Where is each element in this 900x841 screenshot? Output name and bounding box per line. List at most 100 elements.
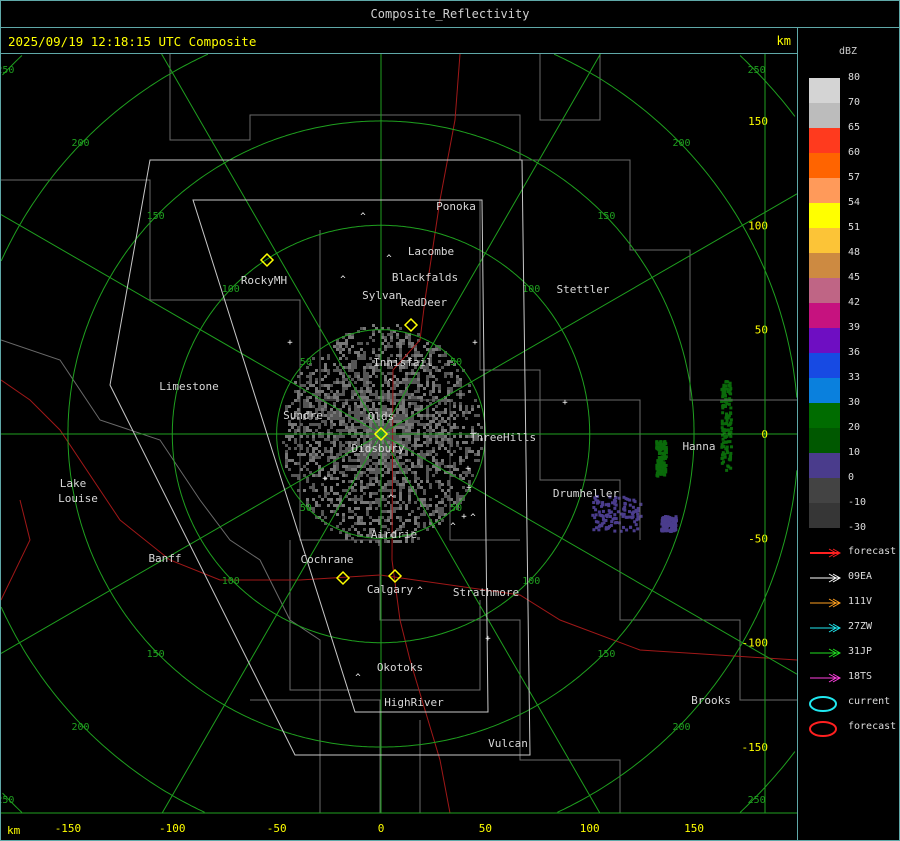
legend-track-label: 27ZW [848,621,873,632]
legend-label: 39 [848,322,861,333]
legend-track-label: forecast [848,721,897,732]
legend-track-arrow: 31JP [809,645,899,661]
station-marker: + [465,464,471,474]
ring-label: 200 [71,722,89,733]
ring-label: 100 [222,284,240,295]
azimuth-spoke [1,193,797,654]
town-label: Olds [368,410,395,423]
legend-swatch [809,353,840,378]
track-marker: ^ [450,522,456,532]
town-label: Lacombe [408,245,454,258]
x-tick-label: -100 [159,822,186,835]
town-label: Calgary [367,583,414,596]
legend-swatch [809,303,840,328]
track-marker: ^ [360,212,366,222]
legend-swatch [809,178,840,203]
legend-swatch [809,478,840,503]
range-ring [2,55,796,813]
y-tick-label: -50 [748,532,768,545]
town-label: Sylvan [362,289,402,302]
site-marker[interactable] [387,568,403,584]
legend-label: 51 [848,222,861,233]
legend-track-label: 18TS [848,671,873,682]
legend-label: 48 [848,247,861,258]
track-marker: ^ [417,586,423,596]
legend-swatch [809,228,840,253]
legend-label: 30 [848,397,861,408]
info-bar: 2025/09/19 12:18:15 UTC Composite km [0,27,798,54]
town-label: Didsbury [352,442,405,455]
town-label: Limestone [159,380,219,393]
ring-label: 200 [672,138,690,149]
site-marker[interactable] [403,317,419,333]
ring-label: 150 [597,649,615,660]
ring-label: 50 [300,357,312,368]
town-label: Louise [58,492,98,505]
ring-label: 200 [672,722,690,733]
legend-swatch [809,453,840,478]
station-marker: + [461,512,467,522]
ring-label: 250 [1,795,14,806]
radar-map[interactable]: 50 50 50 50 100 100 100 100 150 150 150 150 200 200 20… [0,53,798,841]
legend-label: 65 [848,122,861,133]
town-label: Airdrie [371,528,417,541]
radar-canvas[interactable]: 50 50 50 50 100 100 100 100 150 150 150 150 200 200 20… [1,54,797,840]
arrow-icon [810,573,842,583]
legend-unit: dBZ [839,46,858,57]
legend-label: 60 [848,147,861,158]
ring-label: 50 [450,503,462,514]
legend-swatch [809,403,840,428]
station-marker: + [466,483,472,493]
town-label: Strathmore [453,586,519,599]
legend-label: 36 [848,347,861,358]
station-marker: + [562,398,568,408]
ring-label: 250 [748,65,766,76]
track-marker: ^ [387,378,393,388]
town-label: Stettler [557,283,610,296]
ring-label: 100 [222,576,240,587]
y-tick-label: 150 [748,115,768,128]
arrow-icon [810,623,842,633]
legend-label: 0 [848,472,855,483]
unit-label: km [776,34,791,48]
legend-track-ellipse: forecast [809,720,899,737]
town-label: Blackfalds [392,271,458,284]
y-tick-label: -150 [742,741,769,754]
track-marker: ^ [470,513,476,523]
x-tick-label: -50 [267,822,287,835]
arrow-icon [810,598,842,608]
legend-swatch [809,328,840,353]
domain-outer [109,159,531,756]
legend-track-label: 111V [848,596,873,607]
site-marker[interactable] [259,252,275,268]
arrow-icon [810,648,842,658]
legend-track-label: 09EA [848,571,873,582]
legend-label: 45 [848,272,861,283]
legend-track-arrow: 27ZW [809,620,899,636]
town-label: Brooks [691,694,731,707]
x-tick-label: 50 [479,822,492,835]
town-label: RockyMH [241,274,287,287]
legend-track-label: forecast [848,546,897,557]
site-marker[interactable] [335,570,351,586]
legend-track-arrow: forecast [809,545,899,561]
arrow-icon [810,673,842,683]
ring-label: 150 [597,211,615,222]
legend-track-arrow: 09EA [809,570,899,586]
range-rings [1,54,797,814]
radar-site-icon[interactable] [373,426,389,442]
legend-swatch [809,503,840,528]
station-marker: + [322,474,328,484]
town-label: Hanna [682,440,715,453]
legend-swatch [809,153,840,178]
ring-label: 50 [300,503,312,514]
legend-label: 20 [848,422,861,433]
track-marker: ^ [340,275,346,285]
legend-label: 54 [848,197,861,208]
ring-label: 150 [147,649,165,660]
town-label: Sundre [283,409,323,422]
town-label: Drumheller [553,487,620,500]
legend-track-label: 31JP [848,646,873,657]
ring-label: 100 [522,576,540,587]
town-label: ThreeHills [470,431,536,444]
